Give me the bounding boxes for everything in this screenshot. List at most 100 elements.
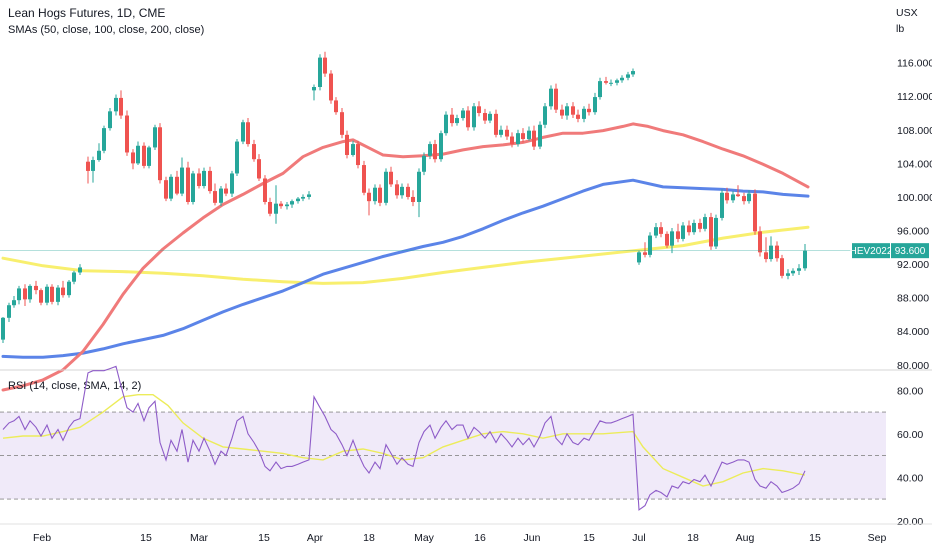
time-tick-label: Jun — [524, 532, 541, 544]
candle-body — [301, 196, 305, 199]
candle-body — [549, 88, 553, 107]
unit-label-usx: USX — [896, 7, 918, 19]
candle — [692, 219, 696, 235]
symbol-tag — [852, 243, 890, 259]
candle — [439, 130, 443, 162]
time-tick-label: 15 — [809, 532, 821, 544]
candle — [758, 226, 762, 257]
candle-body — [191, 173, 195, 202]
last-price-tag — [891, 243, 929, 259]
candle — [301, 194, 305, 202]
candle-body — [510, 136, 514, 145]
candle-body — [208, 170, 212, 192]
candle-body — [797, 268, 801, 271]
candle-body — [285, 204, 289, 207]
candle-body — [351, 144, 355, 155]
candle — [7, 302, 11, 322]
candle — [433, 139, 437, 163]
candle — [587, 103, 591, 116]
candle — [803, 243, 807, 271]
price-tick-label: 80.000 — [897, 360, 929, 372]
candle-body — [687, 225, 691, 233]
candle — [114, 94, 118, 116]
candle-body — [186, 167, 190, 202]
candle-body — [521, 133, 525, 140]
candle — [230, 170, 234, 197]
candle — [312, 84, 316, 101]
candle — [274, 185, 278, 224]
candle — [576, 109, 580, 123]
candle — [455, 114, 459, 126]
candle-body — [488, 113, 492, 121]
candle — [197, 168, 201, 189]
candle — [648, 232, 652, 258]
candle-body — [257, 159, 261, 179]
candle — [797, 264, 801, 275]
candle-body — [230, 173, 234, 194]
candle — [775, 241, 779, 262]
candle-body — [505, 129, 509, 137]
candle-body — [334, 100, 338, 113]
candle-body — [1, 317, 5, 340]
candle-body — [439, 133, 443, 160]
candle — [466, 106, 470, 131]
candle-body — [444, 114, 448, 134]
candle — [598, 77, 602, 100]
candle-body — [23, 288, 27, 300]
candle-body — [428, 144, 432, 156]
candle — [488, 111, 492, 124]
candle-body — [39, 290, 43, 303]
candle — [554, 83, 558, 114]
candle-body — [604, 81, 608, 83]
time-axis-ticks: Feb 15 Mar 15 Apr 18 May 16 Jun 15 Jul 18 Aug 15 Sep — [33, 532, 887, 544]
candle — [703, 213, 707, 232]
candle-body — [12, 300, 16, 306]
candle — [202, 167, 206, 189]
candle-body — [527, 130, 531, 140]
candle — [367, 188, 371, 216]
candle — [753, 189, 757, 235]
candle-body — [516, 133, 520, 145]
candle-body — [307, 194, 311, 197]
candle — [483, 108, 487, 124]
candle-body — [114, 97, 118, 112]
candle-body — [620, 77, 624, 81]
candle-body — [703, 217, 707, 229]
candle-body — [263, 178, 267, 202]
rsi-pane — [0, 365, 886, 511]
candle — [709, 212, 713, 250]
candle — [422, 152, 426, 176]
candle-body — [780, 258, 784, 276]
candle-body — [384, 171, 388, 203]
candle-body — [86, 161, 90, 171]
candle — [417, 168, 421, 218]
candle — [45, 284, 49, 306]
time-tick-label: 18 — [363, 532, 375, 544]
candle-body — [400, 186, 404, 196]
candle — [626, 71, 630, 81]
candle-body — [147, 147, 151, 166]
candle — [180, 157, 184, 197]
candle-body — [615, 80, 619, 83]
price-tick-label: 96.000 — [897, 226, 929, 238]
candle — [780, 254, 784, 279]
candle-body — [565, 106, 569, 116]
candle-body — [274, 203, 278, 214]
candle-body — [637, 252, 641, 263]
candle — [318, 54, 322, 91]
candle-body — [747, 193, 751, 202]
candle-body — [571, 106, 575, 115]
candle — [637, 250, 641, 265]
candle-body — [698, 222, 702, 229]
candle — [505, 125, 509, 140]
candle — [72, 270, 76, 285]
candle-body — [219, 188, 223, 203]
candle-body — [340, 112, 344, 135]
chart-title: Lean Hogs Futures, 1D, CME — [8, 6, 165, 20]
candle-body — [213, 191, 217, 203]
candle-body — [598, 81, 602, 98]
candle-body — [720, 192, 724, 218]
time-tick-label: 18 — [687, 532, 699, 544]
price-tick-label: 116.000 — [897, 58, 932, 70]
